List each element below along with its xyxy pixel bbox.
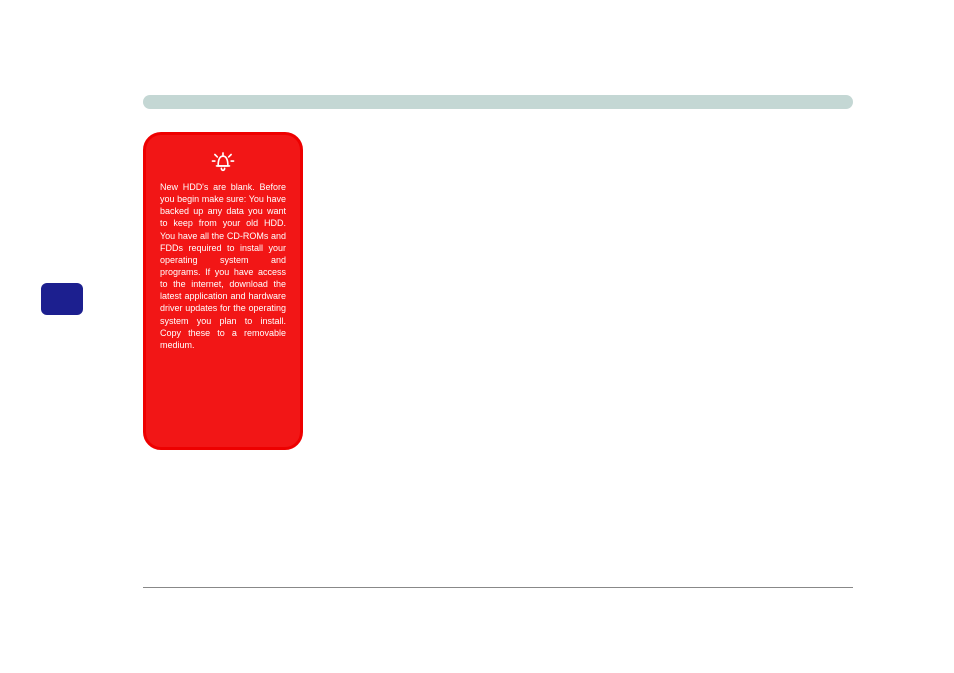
- footer-divider: [143, 587, 853, 588]
- warning-body: New HDD's are blank. Before you begin ma…: [160, 181, 286, 351]
- side-tab: [41, 283, 83, 315]
- header-bar: [143, 95, 853, 109]
- alarm-bell-icon: [210, 149, 236, 173]
- warning-callout: New HDD's are blank. Before you begin ma…: [143, 132, 303, 450]
